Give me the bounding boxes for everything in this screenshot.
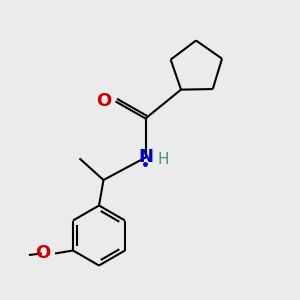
Text: H: H — [158, 152, 169, 166]
Text: N: N — [139, 148, 154, 166]
Text: O: O — [35, 244, 50, 262]
Text: O: O — [96, 92, 111, 110]
